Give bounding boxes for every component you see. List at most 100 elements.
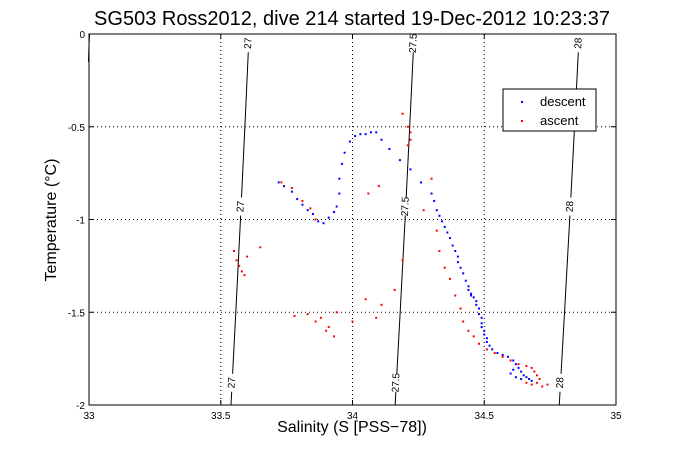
point-descent-61 [501,353,504,356]
point-descent-38 [456,261,459,264]
point-ascent-18 [240,270,243,273]
point-descent-58 [488,344,491,347]
contour-label-27-1: 27 [235,200,247,212]
point-descent-64 [514,363,517,366]
point-descent-3 [359,133,362,136]
y-tick-label-1: -0.5 [68,123,86,134]
point-ascent-23 [375,316,378,319]
point-descent-56 [485,337,488,340]
point-descent-68 [525,376,528,379]
point-ascent-16 [235,259,238,262]
point-ascent-24 [335,311,338,314]
point-descent-65 [517,366,520,369]
point-descent-47 [475,300,478,303]
point-ascent-1 [406,125,409,128]
point-ascent-21 [393,288,396,291]
point-descent-71 [520,378,523,381]
point-descent-2 [375,131,378,134]
point-descent-25 [409,168,412,171]
point-descent-34 [448,237,451,240]
point-descent-48 [475,303,478,306]
point-descent-17 [301,203,304,206]
y-tick-label-4: -2 [76,401,85,412]
y-tick-label-3: -1.5 [68,308,86,319]
point-ascent-36 [448,277,451,280]
point-descent-27 [430,192,433,195]
contour-label-28-1: 28 [565,200,577,212]
point-descent-73 [509,372,512,375]
point-descent-24 [398,159,401,162]
point-ascent-44 [493,352,496,355]
y-tick-label-2: -1 [76,216,85,227]
x-tick-label-3: 34.5 [475,411,495,422]
point-descent-50 [477,313,480,316]
point-descent-40 [462,272,465,275]
point-descent-29 [435,209,438,212]
contour-line-27.5 [394,33,415,406]
point-ascent-17 [238,264,241,267]
legend: descent ascent [502,88,597,132]
point-descent-19 [290,190,293,193]
contour-label-bg-28-0 [555,373,566,392]
contour-label-bg-28-1 [565,197,576,216]
point-descent-14 [317,220,320,223]
point-ascent-37 [454,294,457,297]
point-descent-52 [480,322,483,325]
point-descent-51 [480,316,483,319]
contour-label-bg-28-2 [573,34,584,53]
point-ascent-27 [293,314,296,317]
point-ascent-41 [472,335,475,338]
point-descent-11 [333,211,336,214]
point-descent-42 [467,285,470,288]
x-tick-label-0: 33 [83,411,95,422]
point-ascent-57 [546,383,549,386]
point-ascent-2 [409,131,412,134]
point-ascent-32 [422,209,425,212]
point-descent-57 [485,340,488,343]
point-ascent-49 [530,366,533,369]
point-ascent-26 [306,313,309,316]
point-descent-67 [522,374,525,377]
y-axis-label: Temperature (°C) [43,159,60,282]
point-ascent-10 [301,199,304,202]
point-descent-74 [512,368,515,371]
point-ascent-54 [541,385,544,388]
point-descent-60 [496,352,499,355]
point-descent-12 [327,216,330,219]
point-descent-62 [506,355,509,358]
chart-title: SG503 Ross2012, dive 214 started 19-Dec-… [94,8,610,30]
point-ascent-11 [309,207,312,210]
point-ascent-58 [364,298,367,301]
point-ascent-43 [485,348,488,351]
contour-label-27.5-0: 27.5 [390,372,402,392]
point-descent-18 [296,198,299,201]
point-ascent-14 [259,246,262,249]
point-descent-44 [470,292,473,295]
contour-label-28-2: 28 [573,37,585,49]
contour-label-28-0: 28 [555,376,567,388]
legend-label-descent: descent [540,94,586,109]
point-ascent-13 [246,255,249,258]
point-descent-1 [369,131,372,134]
point-descent-53 [480,326,483,329]
point-descent-7 [340,162,343,165]
point-descent-28 [433,199,436,202]
point-descent-41 [464,279,467,282]
point-ascent-45 [501,355,504,358]
point-ascent-35 [443,266,446,269]
point-descent-49 [477,307,480,310]
point-ascent-3 [409,138,412,141]
point-descent-72 [514,376,517,379]
point-ascent-30 [333,335,336,338]
point-ascent-50 [533,370,536,373]
point-descent-43 [467,288,470,291]
point-descent-70 [530,379,533,382]
point-descent-9 [338,192,341,195]
contour-label-27-2: 27 [243,37,255,49]
point-ascent-9 [290,186,293,189]
point-ascent-39 [462,320,465,323]
point-ascent-38 [459,307,462,310]
contour-label-27-0: 27 [227,376,239,388]
point-descent-59 [491,348,494,351]
